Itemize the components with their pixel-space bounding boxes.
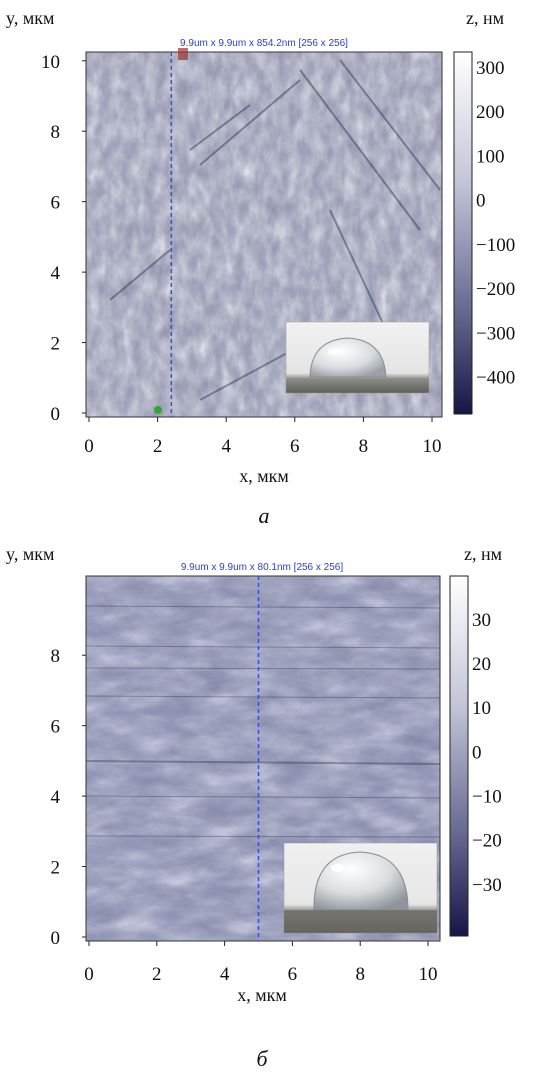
- colorbar-tick-label: 0: [472, 742, 482, 763]
- y-tick-labels-b: 0 2 4 6 8: [51, 646, 86, 949]
- y-tick-label: 10: [41, 52, 60, 73]
- colorbar-tick-label: 30: [472, 610, 491, 631]
- x-tick-label: 0: [84, 436, 94, 457]
- y-tick-label: 4: [51, 263, 61, 284]
- colorbar-tick-label: −20: [472, 831, 502, 852]
- y-tick-label: 0: [51, 928, 61, 949]
- y-tick-label: 2: [51, 858, 61, 879]
- x-axis-label-b: x, мкм: [237, 985, 287, 1005]
- cut-line-top-marker-a: [178, 48, 188, 60]
- colorbar-tick-label: −300: [476, 323, 515, 344]
- scan-caption-b: 9.9um x 9.9um x 80.1nm [256 x 256]: [181, 562, 344, 573]
- y-tick-label: 2: [51, 334, 61, 355]
- droplet-inset-photo-a: [285, 321, 430, 394]
- x-axis-label-a: x, мкм: [239, 466, 289, 486]
- y-tick-labels-a: 0 2 4 6 8 10: [41, 52, 86, 425]
- x-tick-label: 6: [288, 964, 298, 985]
- colorbar-tick-label: −400: [476, 368, 515, 389]
- colorbar-tick-label: −10: [472, 787, 502, 808]
- colorbar-tick-label: −200: [476, 279, 515, 300]
- y-axis-label-b: y, мкм: [6, 544, 54, 564]
- x-tick-label: 8: [359, 436, 369, 457]
- colorbar-tick-label: 100: [476, 146, 505, 167]
- y-tick-label: 4: [51, 787, 61, 808]
- x-tick-label: 4: [221, 436, 231, 457]
- z-axis-label-b: z, нм: [464, 544, 502, 564]
- x-tick-label: 6: [290, 436, 300, 457]
- y-tick-label: 6: [51, 717, 61, 738]
- colorbar-tick-label: 300: [476, 58, 505, 79]
- x-tick-label: 2: [153, 436, 163, 457]
- colorbar-tick-label: −100: [476, 235, 515, 256]
- panel-letter-b: б: [256, 1046, 268, 1071]
- scan-caption-a: 9.9um x 9.9um x 854.2nm [256 x 256]: [180, 38, 348, 49]
- colorbar-tick-labels-a: 300 200 100 0 −100 −200 −300 −400: [476, 58, 515, 389]
- colorbar-tick-label: 200: [476, 102, 505, 123]
- figure-panel-a: 9.9um x 9.9um x 854.2nm [256 x 256] y, м…: [6, 8, 515, 528]
- afm-topography-map-a: [85, 51, 443, 418]
- x-tick-labels-a: 0 2 4 6 8 10: [84, 417, 442, 457]
- x-tick-labels-b: 0 2 4 6 8 10: [84, 941, 438, 985]
- z-axis-label-a: z, нм: [466, 8, 504, 28]
- afm-chart-a: 9.9um x 9.9um x 854.2nm [256 x 256] y, м…: [6, 8, 515, 528]
- y-tick-label: 8: [51, 122, 61, 143]
- x-tick-label: 10: [419, 964, 438, 985]
- cut-line-bottom-marker-a: [154, 406, 162, 414]
- x-tick-label: 8: [355, 964, 365, 985]
- colorbar-tick-label: −30: [472, 875, 502, 896]
- colorbar-b: [449, 575, 469, 937]
- colorbar-tick-label: 0: [476, 191, 486, 212]
- x-tick-label: 10: [423, 436, 442, 457]
- colorbar-tick-label: 20: [472, 654, 491, 675]
- colorbar-tick-labels-b: 30 20 10 0 −10 −20 −30: [472, 610, 502, 896]
- figure-panel-b: 9.9um x 9.9um x 80.1nm [256 x 256] y, мк…: [0, 536, 537, 1072]
- y-tick-label: 0: [51, 404, 61, 425]
- y-tick-label: 6: [51, 193, 61, 214]
- y-axis-label-a: y, мкм: [6, 8, 54, 28]
- colorbar-a: [453, 51, 473, 415]
- afm-chart-b: 9.9um x 9.9um x 80.1nm [256 x 256] y, мк…: [6, 544, 502, 1071]
- y-tick-label: 8: [51, 646, 61, 667]
- panel-letter-a: a: [259, 503, 270, 528]
- x-tick-label: 2: [152, 964, 162, 985]
- colorbar-tick-label: 10: [472, 698, 491, 719]
- x-tick-label: 0: [84, 964, 94, 985]
- droplet-inset-photo-b: [283, 842, 438, 934]
- x-tick-label: 4: [220, 964, 230, 985]
